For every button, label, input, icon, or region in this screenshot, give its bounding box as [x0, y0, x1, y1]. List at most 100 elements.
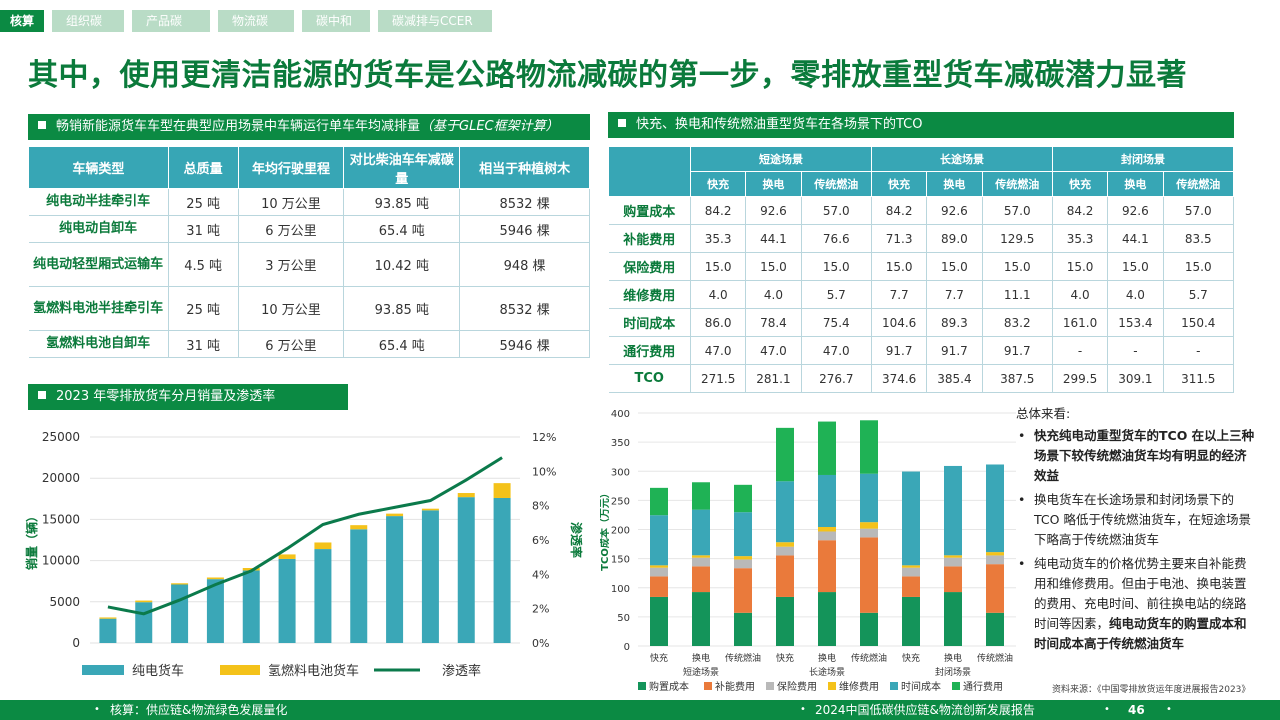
table-cell: 276.7	[801, 364, 872, 393]
tab-carbon-neutral[interactable]: 碳中和	[302, 10, 371, 32]
table-cell: 10 万公里	[238, 286, 345, 331]
bar-segment	[692, 592, 710, 646]
table-cell: 15.0	[926, 252, 983, 281]
y-tick-label: 150	[611, 555, 630, 566]
table-cell: 65.4 吨	[343, 215, 461, 243]
table-cell: 35.3	[1052, 224, 1109, 253]
bar-segment	[902, 576, 920, 597]
bar-segment	[860, 473, 878, 523]
dot-icon: •	[1166, 704, 1172, 715]
tab-org-carbon[interactable]: 组织碳	[52, 10, 125, 32]
table-cell: 93.85 吨	[343, 286, 461, 331]
chart1-header: 2023 年零排放货车分月销量及渗透率	[28, 384, 348, 410]
x-tick-label: 换电	[944, 652, 962, 664]
table-cell: 104.6	[871, 308, 928, 337]
table-cell: 15.0	[801, 252, 872, 281]
bar-bev	[99, 618, 117, 643]
bar-bev	[171, 584, 189, 643]
table-cell: 4.0	[690, 280, 747, 309]
bar-fcev	[314, 542, 332, 550]
table1-col-header: 对比柴油车年减碳量	[343, 146, 461, 189]
row-label: 通行费用	[608, 336, 691, 365]
table-cell: 5946 棵	[459, 215, 590, 243]
legend-swatch	[890, 682, 898, 690]
bar-segment	[692, 557, 710, 567]
table-row: 补能费用 35.3 44.1 76.6 71.3 89.0 129.5 35.3 44.1 83.…	[608, 224, 1235, 253]
tab-accounting[interactable]: 核算	[0, 10, 45, 32]
bar-segment	[734, 484, 752, 513]
bar-fcev	[135, 600, 153, 603]
summary-point-2: 换电货车在长途场景和封闭场景下的TCO 略低于传统燃油货车，在短途场景下略高于传…	[1016, 490, 1256, 550]
bar-segment	[776, 542, 794, 547]
y-tick-label: 0	[624, 642, 630, 653]
table-cell: 8532 棵	[459, 286, 590, 331]
table-cell: 44.1	[1107, 224, 1164, 253]
table-cell: 92.6	[926, 196, 983, 225]
dot-icon: •	[94, 704, 100, 715]
tab-product-carbon[interactable]: 产品碳	[132, 10, 211, 32]
row-label: 氢燃料电池自卸车	[28, 330, 169, 358]
bar-bev	[493, 497, 511, 643]
tab-logistics-carbon[interactable]: 物流碳	[218, 10, 295, 32]
table-cell: 6 万公里	[238, 215, 345, 243]
legend-label: 时间成本	[901, 680, 941, 693]
legend-swatch	[704, 682, 712, 690]
bar-segment	[650, 565, 668, 568]
row-label: 纯电动半挂牵引车	[28, 188, 169, 216]
bar-segment	[860, 420, 878, 474]
bar-fcev	[350, 525, 368, 530]
table-cell: 25 吨	[168, 286, 239, 331]
bar-segment	[650, 596, 668, 646]
bar-segment	[692, 566, 710, 593]
table-cell: 948 棵	[459, 242, 590, 287]
table1-header-text: 畅销新能源货车车型在典型应用场景中车辆运行单车年均减排量	[56, 119, 421, 134]
table-row: TCO 271.5 281.1 276.7 374.6 385.4 387.5 299.5 30…	[608, 364, 1235, 393]
y2-tick-label: 4%	[532, 568, 549, 581]
dot-icon: •	[800, 704, 806, 715]
bar-segment	[650, 487, 668, 516]
table-cell: -	[1107, 336, 1164, 365]
table1-col-header: 相当于种植树木	[459, 146, 590, 189]
bar-segment	[734, 556, 752, 560]
y-tick-label: 10000	[42, 554, 80, 568]
y-tick-label: 50	[617, 613, 630, 624]
summary-point-3-text: 纯电动货车的价格优势主要来自补能费用和维修费用。但由于电池、换电装置的费用、充电…	[1034, 556, 1247, 631]
table-cell: 10.42 吨	[343, 242, 461, 287]
y2-tick-label: 10%	[532, 465, 556, 478]
table-cell: 15.0	[871, 252, 928, 281]
source-note: 资料来源：《中国零排放货运年度进展报告2023》	[1052, 685, 1251, 695]
table-row: 氢燃料电池半挂牵引车 25 吨 10 万公里 93.85 吨 8532 棵	[28, 286, 590, 331]
tab-ccer[interactable]: 碳减排与CCER	[378, 10, 493, 32]
legend-penetration: 渗透率	[442, 663, 481, 679]
bar-segment	[944, 465, 962, 556]
bar-bev	[206, 579, 224, 643]
table-cell: 311.5	[1163, 364, 1235, 393]
bar-bev	[386, 516, 404, 643]
bar-segment	[986, 564, 1004, 613]
legend-swatch	[638, 682, 646, 690]
tco-chart: 0 50 100 150 200 250 300 350 400 TCO成本（万元） 快充 换电 传统燃…	[600, 409, 1016, 693]
square-bullet-icon	[618, 119, 626, 127]
bar-fcev	[99, 617, 117, 619]
table-cell: 6 万公里	[238, 330, 345, 358]
bar-segment	[776, 555, 794, 597]
table-row: 保险费用 15.0 15.0 15.0 15.0 15.0 15.0 15.0 15.0 15.0	[608, 252, 1235, 281]
table-row: 纯电动半挂牵引车 25 吨 10 万公里 93.85 吨 8532 棵	[28, 188, 590, 216]
sub-header: 换电	[926, 171, 983, 197]
table-cell: 75.4	[801, 308, 872, 337]
legend-label: 补能费用	[715, 680, 755, 693]
table-row: 时间成本 86.0 78.4 75.4 104.6 89.3 83.2 161.0 153.4 1…	[608, 308, 1235, 337]
reduction-table: 车辆类型 总质量 年均行驶里程 对比柴油车年减碳量 相当于种植树木 纯电动半挂牵引车 25…	[28, 146, 590, 358]
bar-bev	[457, 497, 475, 643]
group-label: 长途场景	[809, 666, 845, 678]
legend-fcev: 氢燃料电池货车	[268, 663, 359, 679]
table-cell: 35.3	[690, 224, 747, 253]
y-tick-label: 100	[611, 584, 630, 595]
table-cell: 153.4	[1107, 308, 1164, 337]
table-cell: 150.4	[1163, 308, 1235, 337]
y-tick-label: 5000	[49, 595, 80, 609]
bar-fcev	[386, 513, 404, 517]
table-cell: -	[1163, 336, 1235, 365]
table-cell: 57.0	[801, 196, 872, 225]
